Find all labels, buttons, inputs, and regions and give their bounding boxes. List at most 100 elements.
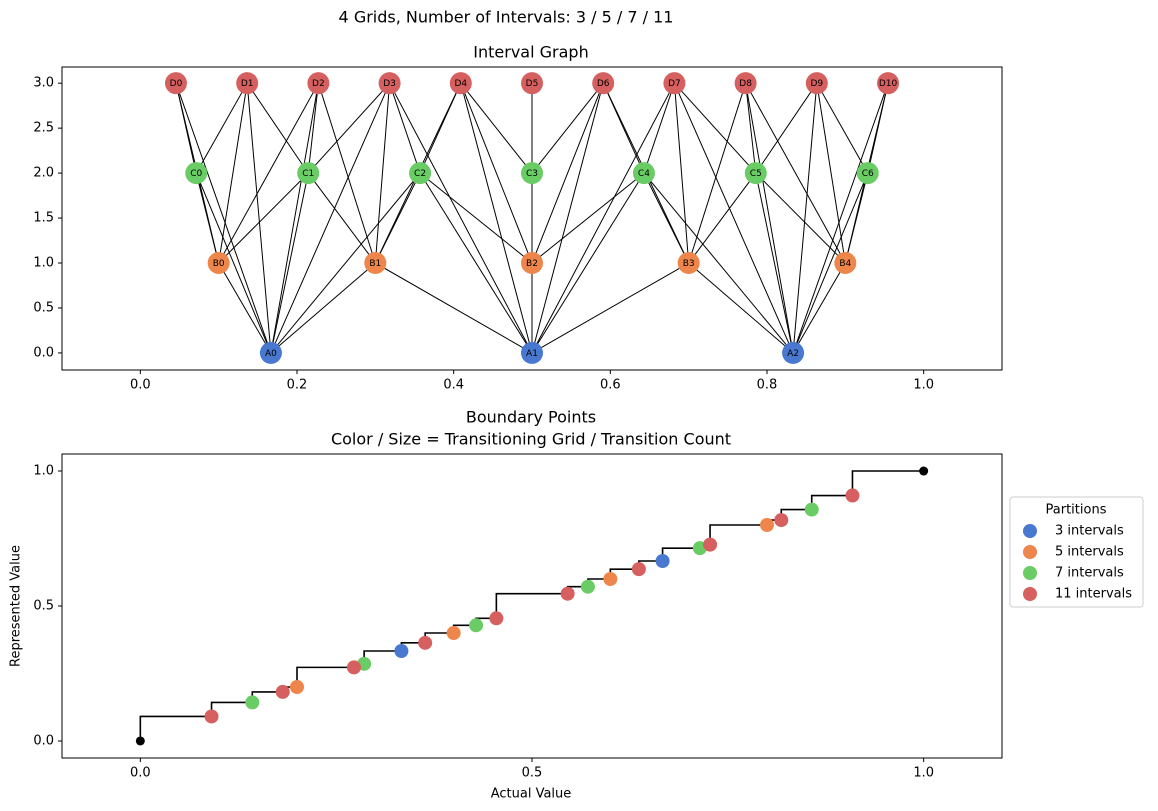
node-label: C0 (190, 169, 202, 179)
y-tick-label: 1.0 (33, 464, 54, 479)
edge (745, 82, 846, 264)
edge (374, 83, 391, 264)
node (677, 252, 700, 275)
edge (460, 83, 533, 354)
node (207, 252, 230, 275)
node (592, 72, 615, 95)
edge (531, 83, 604, 354)
x-tick-label: 0.5 (522, 766, 543, 781)
edge (755, 82, 818, 174)
edge (419, 82, 462, 174)
node-label: A1 (526, 349, 538, 359)
node-label: D7 (668, 79, 681, 89)
node (307, 72, 330, 95)
edge (792, 172, 869, 354)
point (446, 625, 461, 640)
y-tick-label: 2.5 (33, 121, 54, 136)
axes-frame (61, 66, 1003, 371)
node (521, 162, 543, 185)
edge (531, 172, 645, 264)
edge (674, 82, 757, 174)
node-label: D1 (241, 79, 254, 89)
y-axis-label: Represented Value (9, 545, 24, 667)
edge (270, 83, 319, 354)
node-label: D5 (526, 79, 539, 89)
point (204, 709, 219, 724)
edge (745, 83, 794, 354)
edge (792, 83, 889, 354)
point (275, 684, 290, 699)
legend-title: Partitions (1046, 503, 1107, 518)
y-tick-label: 0.5 (33, 599, 54, 614)
edge (531, 82, 675, 354)
edge (643, 83, 675, 174)
node (734, 72, 757, 95)
node-label: A0 (265, 349, 277, 359)
edge (270, 262, 376, 354)
edge (175, 83, 272, 354)
legend-box (1009, 496, 1144, 608)
edge (792, 262, 846, 354)
edge (389, 83, 421, 174)
point (290, 679, 304, 694)
x-tick-label: 0.8 (757, 378, 778, 393)
node (185, 162, 208, 185)
edge (673, 83, 690, 264)
node-label: C2 (414, 169, 426, 179)
chart-title: Interval Graph (473, 43, 588, 62)
legend-label: 3 intervals (1055, 524, 1124, 539)
figure-title: 4 Grids, Number of Intervals: 3 / 5 / 7 … (339, 8, 674, 27)
edge (460, 82, 533, 264)
edge (867, 83, 889, 174)
x-tick-label: 0.4 (443, 378, 464, 393)
edge (531, 262, 689, 354)
legend-label: 5 intervals (1055, 545, 1124, 560)
edge (419, 172, 533, 354)
y-tick-label: 2.0 (33, 166, 54, 181)
y-tick-label: 0.5 (33, 300, 54, 315)
point (560, 586, 575, 601)
node-label: C5 (750, 169, 762, 179)
edge (389, 82, 533, 354)
node-label: D9 (810, 79, 823, 89)
edge (816, 82, 869, 174)
x-tick-label: 0.6 (600, 378, 621, 393)
point (631, 562, 646, 577)
edge (602, 82, 645, 174)
edge (688, 172, 757, 264)
endpoint (135, 736, 145, 746)
x-tick-label: 0.0 (130, 378, 151, 393)
legend-marker (1023, 566, 1037, 580)
edge (643, 172, 794, 354)
node (521, 341, 543, 364)
node-label: C4 (638, 169, 650, 179)
node-label: C6 (862, 169, 874, 179)
edge (419, 172, 533, 264)
node (521, 72, 543, 95)
node-label: B3 (683, 259, 695, 269)
edge (307, 83, 319, 174)
node (236, 72, 259, 95)
node-label: D4 (454, 79, 467, 89)
point (489, 611, 504, 626)
edge (246, 82, 309, 174)
node (259, 341, 282, 364)
step-line (709, 524, 767, 545)
step-line (296, 666, 354, 687)
node-label: D10 (879, 79, 898, 89)
point (774, 513, 789, 528)
node (805, 72, 828, 95)
point (655, 553, 670, 568)
legend-label: 11 intervals (1055, 587, 1132, 602)
point (418, 635, 433, 650)
node-label: C3 (526, 169, 538, 179)
edge (688, 262, 794, 354)
point (804, 502, 819, 517)
node-label: B4 (839, 259, 851, 269)
edge (218, 83, 248, 264)
point (760, 518, 774, 533)
node (632, 162, 655, 185)
y-tick-label: 1.0 (33, 256, 54, 271)
node-label: A2 (787, 349, 799, 359)
